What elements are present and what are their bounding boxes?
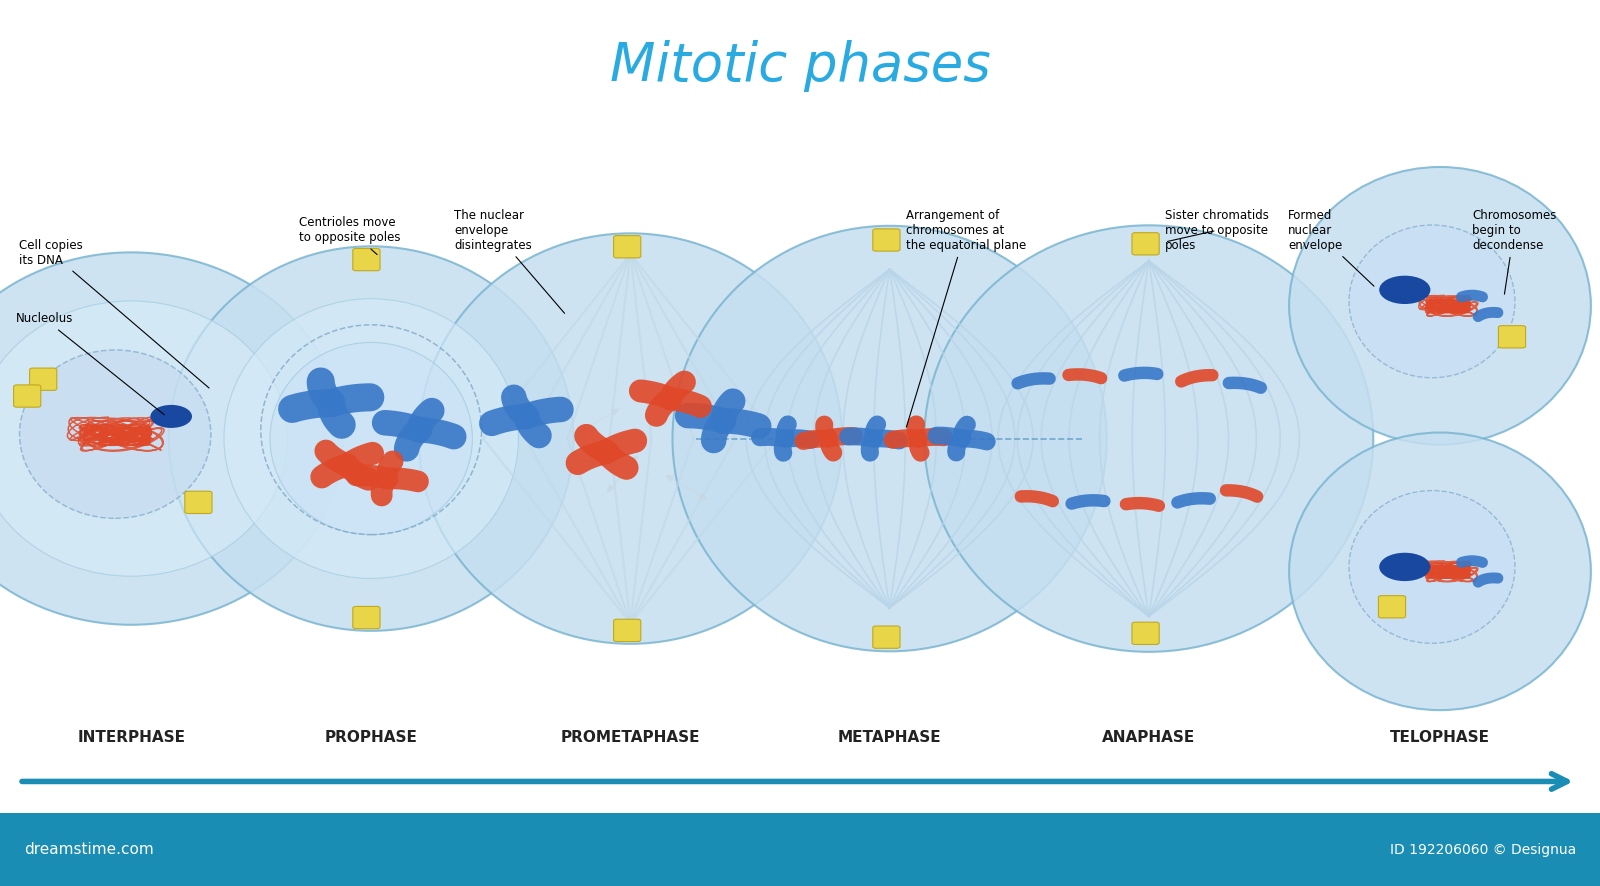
FancyBboxPatch shape	[352, 248, 381, 271]
Ellipse shape	[1349, 491, 1515, 643]
Text: METAPHASE: METAPHASE	[838, 730, 941, 744]
FancyBboxPatch shape	[614, 619, 642, 641]
Circle shape	[1379, 276, 1430, 304]
FancyBboxPatch shape	[1133, 622, 1158, 644]
Ellipse shape	[1290, 432, 1590, 711]
Circle shape	[150, 405, 192, 428]
FancyBboxPatch shape	[1133, 233, 1158, 255]
Ellipse shape	[419, 233, 842, 644]
Text: Chromosomes
begin to
decondense: Chromosomes begin to decondense	[1472, 209, 1557, 294]
FancyBboxPatch shape	[352, 606, 381, 629]
FancyArrowPatch shape	[578, 409, 619, 432]
Ellipse shape	[0, 301, 288, 576]
Text: ID 192206060 © Designua: ID 192206060 © Designua	[1390, 843, 1576, 857]
Text: TELOPHASE: TELOPHASE	[1390, 730, 1490, 744]
Text: PROPHASE: PROPHASE	[325, 730, 418, 744]
Text: dreamstime.com: dreamstime.com	[24, 843, 154, 857]
Text: Centrioles move
to opposite poles: Centrioles move to opposite poles	[299, 216, 400, 254]
FancyBboxPatch shape	[14, 385, 42, 408]
Text: INTERPHASE: INTERPHASE	[77, 730, 186, 744]
Text: Sister chromatids
move to opposite
poles: Sister chromatids move to opposite poles	[1165, 209, 1269, 252]
Ellipse shape	[19, 350, 211, 518]
Text: PROMETAPHASE: PROMETAPHASE	[560, 730, 701, 744]
FancyArrowPatch shape	[666, 476, 707, 499]
FancyBboxPatch shape	[614, 236, 642, 258]
FancyBboxPatch shape	[874, 229, 901, 251]
Text: ANAPHASE: ANAPHASE	[1102, 730, 1195, 744]
Ellipse shape	[170, 246, 574, 631]
FancyBboxPatch shape	[184, 491, 211, 514]
FancyBboxPatch shape	[1499, 326, 1526, 348]
FancyBboxPatch shape	[1379, 595, 1406, 618]
Ellipse shape	[672, 226, 1107, 651]
Ellipse shape	[270, 342, 472, 535]
Text: Nucleolus: Nucleolus	[16, 313, 165, 415]
Ellipse shape	[925, 225, 1373, 652]
Ellipse shape	[1290, 167, 1590, 445]
FancyArrowPatch shape	[680, 418, 725, 432]
FancyArrowPatch shape	[608, 456, 637, 492]
Text: Mitotic phases: Mitotic phases	[610, 40, 990, 92]
Text: Formed
nuclear
envelope: Formed nuclear envelope	[1288, 209, 1374, 286]
Text: Cell copies
its DNA: Cell copies its DNA	[19, 238, 210, 388]
Text: Arrangement of
chromosomes at
the equatorial plane: Arrangement of chromosomes at the equato…	[906, 209, 1026, 427]
Ellipse shape	[0, 253, 342, 625]
Bar	[0, 813, 1600, 886]
FancyBboxPatch shape	[874, 626, 901, 649]
Ellipse shape	[1349, 225, 1515, 377]
Text: The nuclear
envelope
disintegrates: The nuclear envelope disintegrates	[454, 209, 565, 314]
Circle shape	[1379, 553, 1430, 581]
Ellipse shape	[224, 299, 518, 579]
FancyBboxPatch shape	[30, 368, 58, 391]
